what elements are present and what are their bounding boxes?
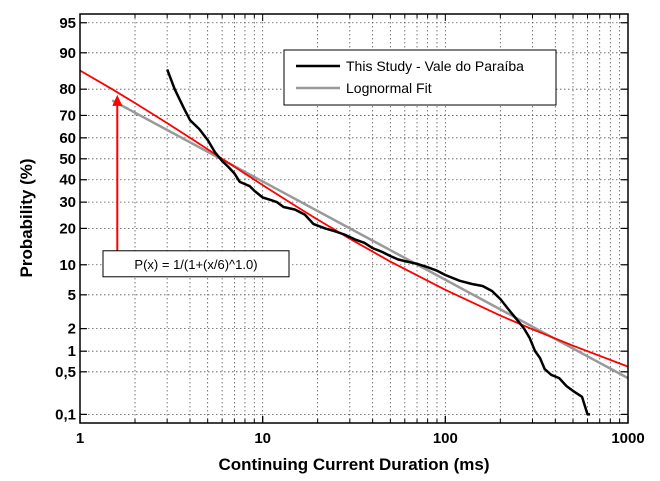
x-tick-label: 1000 — [611, 430, 644, 447]
legend-box — [283, 49, 557, 106]
legend-label-study: This Study - Vale do Paraíba — [346, 58, 524, 74]
y-tick-label: 95 — [59, 15, 76, 32]
x-tick-label: 1 — [76, 430, 84, 447]
y-tick-label: 10 — [59, 257, 76, 274]
y-tick-label: 2 — [68, 321, 76, 338]
y-tick-label: 50 — [59, 151, 76, 168]
y-axis-title: Probability (%) — [17, 158, 36, 277]
series-line-2 — [79, 69, 629, 368]
y-tick-label: 70 — [59, 107, 76, 124]
plot-frame — [79, 13, 629, 424]
x-axis-title: Continuing Current Duration (ms) — [218, 455, 489, 474]
y-tick-label: 40 — [59, 172, 76, 189]
y-tick-label: 90 — [59, 45, 76, 62]
y-tick-label: 80 — [59, 81, 76, 98]
series-layer — [79, 68, 629, 416]
y-tick-label: 30 — [59, 194, 76, 211]
annotation-label: P(x) = 1/(1+(x/6)^1.0) — [134, 257, 257, 272]
x-tick-label: 100 — [433, 430, 458, 447]
y-tick-label: 0,5 — [55, 364, 76, 381]
legend: This Study - Vale do Paraíba Lognormal F… — [283, 49, 557, 106]
series-line-0 — [166, 68, 591, 416]
series-line-1 — [111, 99, 629, 380]
annotation-box — [102, 250, 290, 278]
y-tick-label: 5 — [68, 287, 76, 304]
y-tick-label: 1 — [68, 343, 76, 360]
y-tick-label: 20 — [59, 220, 76, 237]
annotation-arrow-head — [112, 94, 123, 106]
x-tick-label: 10 — [254, 430, 271, 447]
y-tick-label: 60 — [59, 130, 76, 147]
tick-layer: 1 10 100 1000 0,1 0,5 1 2 5 10 20 30 40 50 60 70 80 90 95 — [55, 14, 645, 447]
legend-label-lognormal: Lognormal Fit — [346, 80, 432, 96]
annotation-layer: P(x) = 1/(1+(x/6)^1.0) — [102, 94, 290, 278]
y-tick-label: 0,1 — [55, 406, 76, 423]
